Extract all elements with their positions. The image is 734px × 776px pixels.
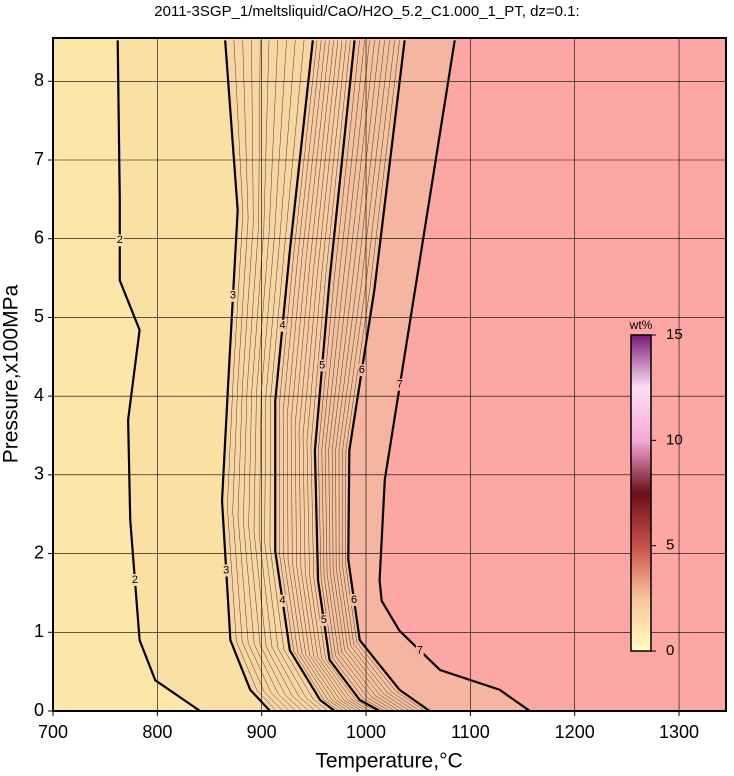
contour-line <box>274 40 336 711</box>
colorbar <box>630 334 652 652</box>
minor-contour <box>298 40 362 711</box>
minor-contour <box>237 40 290 711</box>
contour-line <box>378 40 531 711</box>
minor-contour <box>338 40 415 711</box>
x-tick-label: 800 <box>142 722 172 742</box>
label-bg <box>415 644 424 657</box>
chart-title: 2011-3SGP_1/meltsliquid/CaO/H2O_5.2_C1.0… <box>154 3 579 20</box>
contour-line <box>220 40 271 711</box>
label-bg <box>115 234 124 247</box>
x-tick-label: 1000 <box>346 722 386 742</box>
plot-frame <box>52 37 727 712</box>
minor-contour <box>302 40 367 711</box>
y-tick-label: 8 <box>34 70 44 90</box>
label-bg <box>319 614 328 627</box>
contour-label: 6 <box>351 594 357 606</box>
contour-label: 7 <box>397 379 403 391</box>
y-tick-label: 3 <box>34 464 44 484</box>
label-bg <box>222 564 231 577</box>
minor-contour <box>321 40 390 711</box>
colorbar-tick-label: 5 <box>666 537 674 554</box>
minor-contour <box>310 40 376 711</box>
minor-contour <box>264 40 322 711</box>
contour-line <box>116 40 201 711</box>
y-tick-label: 5 <box>34 306 44 326</box>
minor-contour <box>318 40 385 711</box>
y-tick-label: 0 <box>34 700 44 720</box>
minor-contour <box>294 40 358 711</box>
minor-contour <box>306 40 371 711</box>
contour-label: 3 <box>230 290 236 302</box>
y-tick-label: 2 <box>34 542 44 562</box>
x-tick-label: 1100 <box>451 722 490 742</box>
contour-label: 2 <box>132 574 138 586</box>
contour-label: 6 <box>359 364 365 376</box>
contour-label: 2 <box>117 234 123 246</box>
x-tick-label: 700 <box>38 722 68 742</box>
overlay: 700 800 900 1000 1100 1200 1300 0 1 2 3 4 5 6 7 8 wt% 0 5 1… <box>34 37 727 742</box>
contour-label: 5 <box>321 614 327 626</box>
minor-contour <box>227 40 277 711</box>
label-bg <box>357 364 366 377</box>
minor-contour <box>345 40 425 711</box>
label-bg <box>130 573 139 586</box>
y-tick-label: 4 <box>34 385 44 405</box>
label-bg <box>395 378 404 391</box>
minor-contour <box>243 40 297 711</box>
contour-label: 7 <box>417 644 423 656</box>
minor-contour <box>278 40 340 711</box>
x-tick-label: 1200 <box>555 722 595 742</box>
minor-contour <box>282 40 344 711</box>
contour-line <box>313 40 381 711</box>
colorbar-label: wt% <box>629 318 653 332</box>
minor-contour <box>341 40 420 711</box>
label-bg <box>350 594 359 607</box>
colorbar-tick-label: 10 <box>666 431 683 448</box>
y-tick-label: 6 <box>34 227 44 247</box>
minor-contour <box>286 40 349 711</box>
minor-contour <box>331 40 405 711</box>
label-bg <box>278 594 287 607</box>
label-bg <box>278 319 287 332</box>
contour-label: 5 <box>319 359 325 371</box>
x-axis-label: Temperature,°C <box>315 750 462 773</box>
minor-contour <box>253 40 310 711</box>
label-bg <box>318 359 327 372</box>
label-bg <box>228 289 237 302</box>
minor-contour <box>248 40 303 711</box>
contour-label: 4 <box>279 320 285 332</box>
y-tick-label: 1 <box>34 621 44 641</box>
minor-contour <box>324 40 395 711</box>
minor-contour <box>328 40 400 711</box>
contour-line <box>347 40 431 711</box>
contour-label: 3 <box>223 564 229 576</box>
contour-label: 4 <box>279 595 285 607</box>
minor-contour <box>290 40 353 711</box>
x-tick-label: 1300 <box>659 722 699 742</box>
colorbar-tick-label: 0 <box>666 642 674 659</box>
minor-contour <box>269 40 329 711</box>
plot-area: 2 2 3 3 4 4 5 5 6 6 7 7 <box>53 38 726 711</box>
minor-contour <box>232 40 284 711</box>
colorbar-tick-label: 15 <box>666 326 683 343</box>
y-axis-label: Pressure,x100MPa <box>0 284 23 463</box>
y-tick-label: 7 <box>34 149 44 169</box>
x-tick-label: 900 <box>247 722 277 742</box>
minor-contour <box>335 40 410 711</box>
